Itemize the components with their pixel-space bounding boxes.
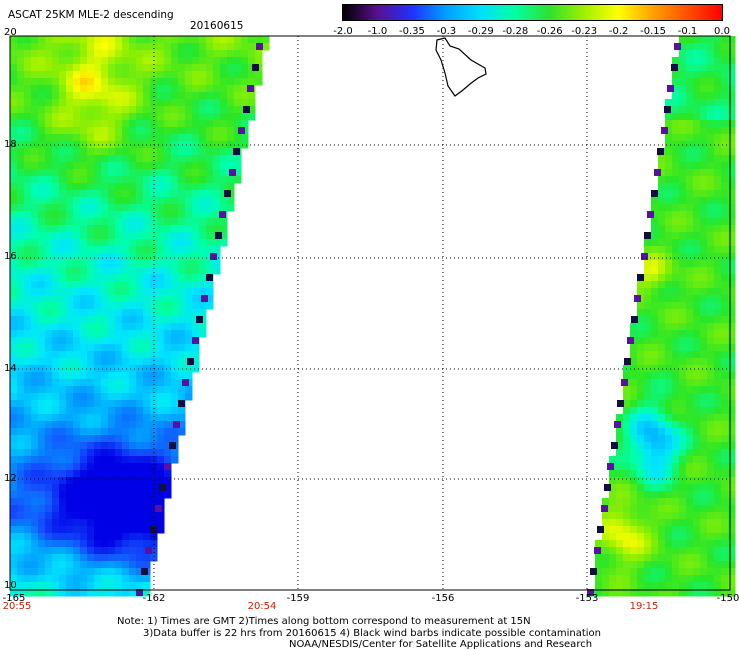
color-scale-tick: -0.28	[502, 26, 529, 37]
color-scale-tick: -0.15	[640, 26, 667, 37]
lat-label-10: 10	[4, 580, 17, 591]
color-scale-bar	[342, 4, 723, 21]
lon-label-150: -150	[716, 593, 740, 604]
color-scale-tick: -0.23	[571, 26, 598, 37]
color-scale-tick: -0.3	[436, 26, 457, 37]
lat-label-16: 16	[4, 251, 17, 262]
note-line-2: 3)Data buffer is 22 hrs from 20160615 4)…	[143, 628, 601, 639]
note-line-1: Note: 1) Times are GMT 2)Times along bot…	[117, 616, 531, 627]
island-outline	[435, 37, 487, 97]
color-scale-tick: -0.1	[677, 26, 698, 37]
lon-label-162: -162	[142, 593, 166, 604]
color-scale-tick: -2.0	[333, 26, 353, 37]
color-scale-tick: 0.0	[714, 26, 730, 37]
time-label-right: 19:15	[629, 601, 659, 612]
color-scale-tick: -1.0	[367, 26, 388, 37]
color-scale-tick: -0.29	[467, 26, 494, 37]
color-scale-tick: -0.2	[608, 26, 629, 37]
map-date: 20160615	[190, 20, 244, 32]
lat-label-12: 12	[4, 473, 17, 484]
lat-label-20: 20	[4, 27, 17, 38]
lon-label-156: -156	[431, 593, 455, 604]
time-label-middle: 20:54	[247, 601, 277, 612]
color-scale-tick: -0.26	[536, 26, 563, 37]
note-line-3: NOAA/NESDIS/Center for Satellite Applica…	[289, 639, 593, 650]
lon-label-153: -153	[575, 593, 599, 604]
map-frame	[9, 35, 731, 591]
map-title: ASCAT 25KM MLE-2 descending	[8, 9, 174, 21]
graticule	[10, 36, 730, 590]
lon-label-159: -159	[286, 593, 310, 604]
lat-label-14: 14	[4, 363, 17, 374]
time-label-left: 20:55	[2, 601, 32, 612]
color-scale-tick: -0.35	[398, 26, 425, 37]
lat-label-18: 18	[4, 139, 17, 150]
lon-label-165: -165	[2, 593, 26, 604]
